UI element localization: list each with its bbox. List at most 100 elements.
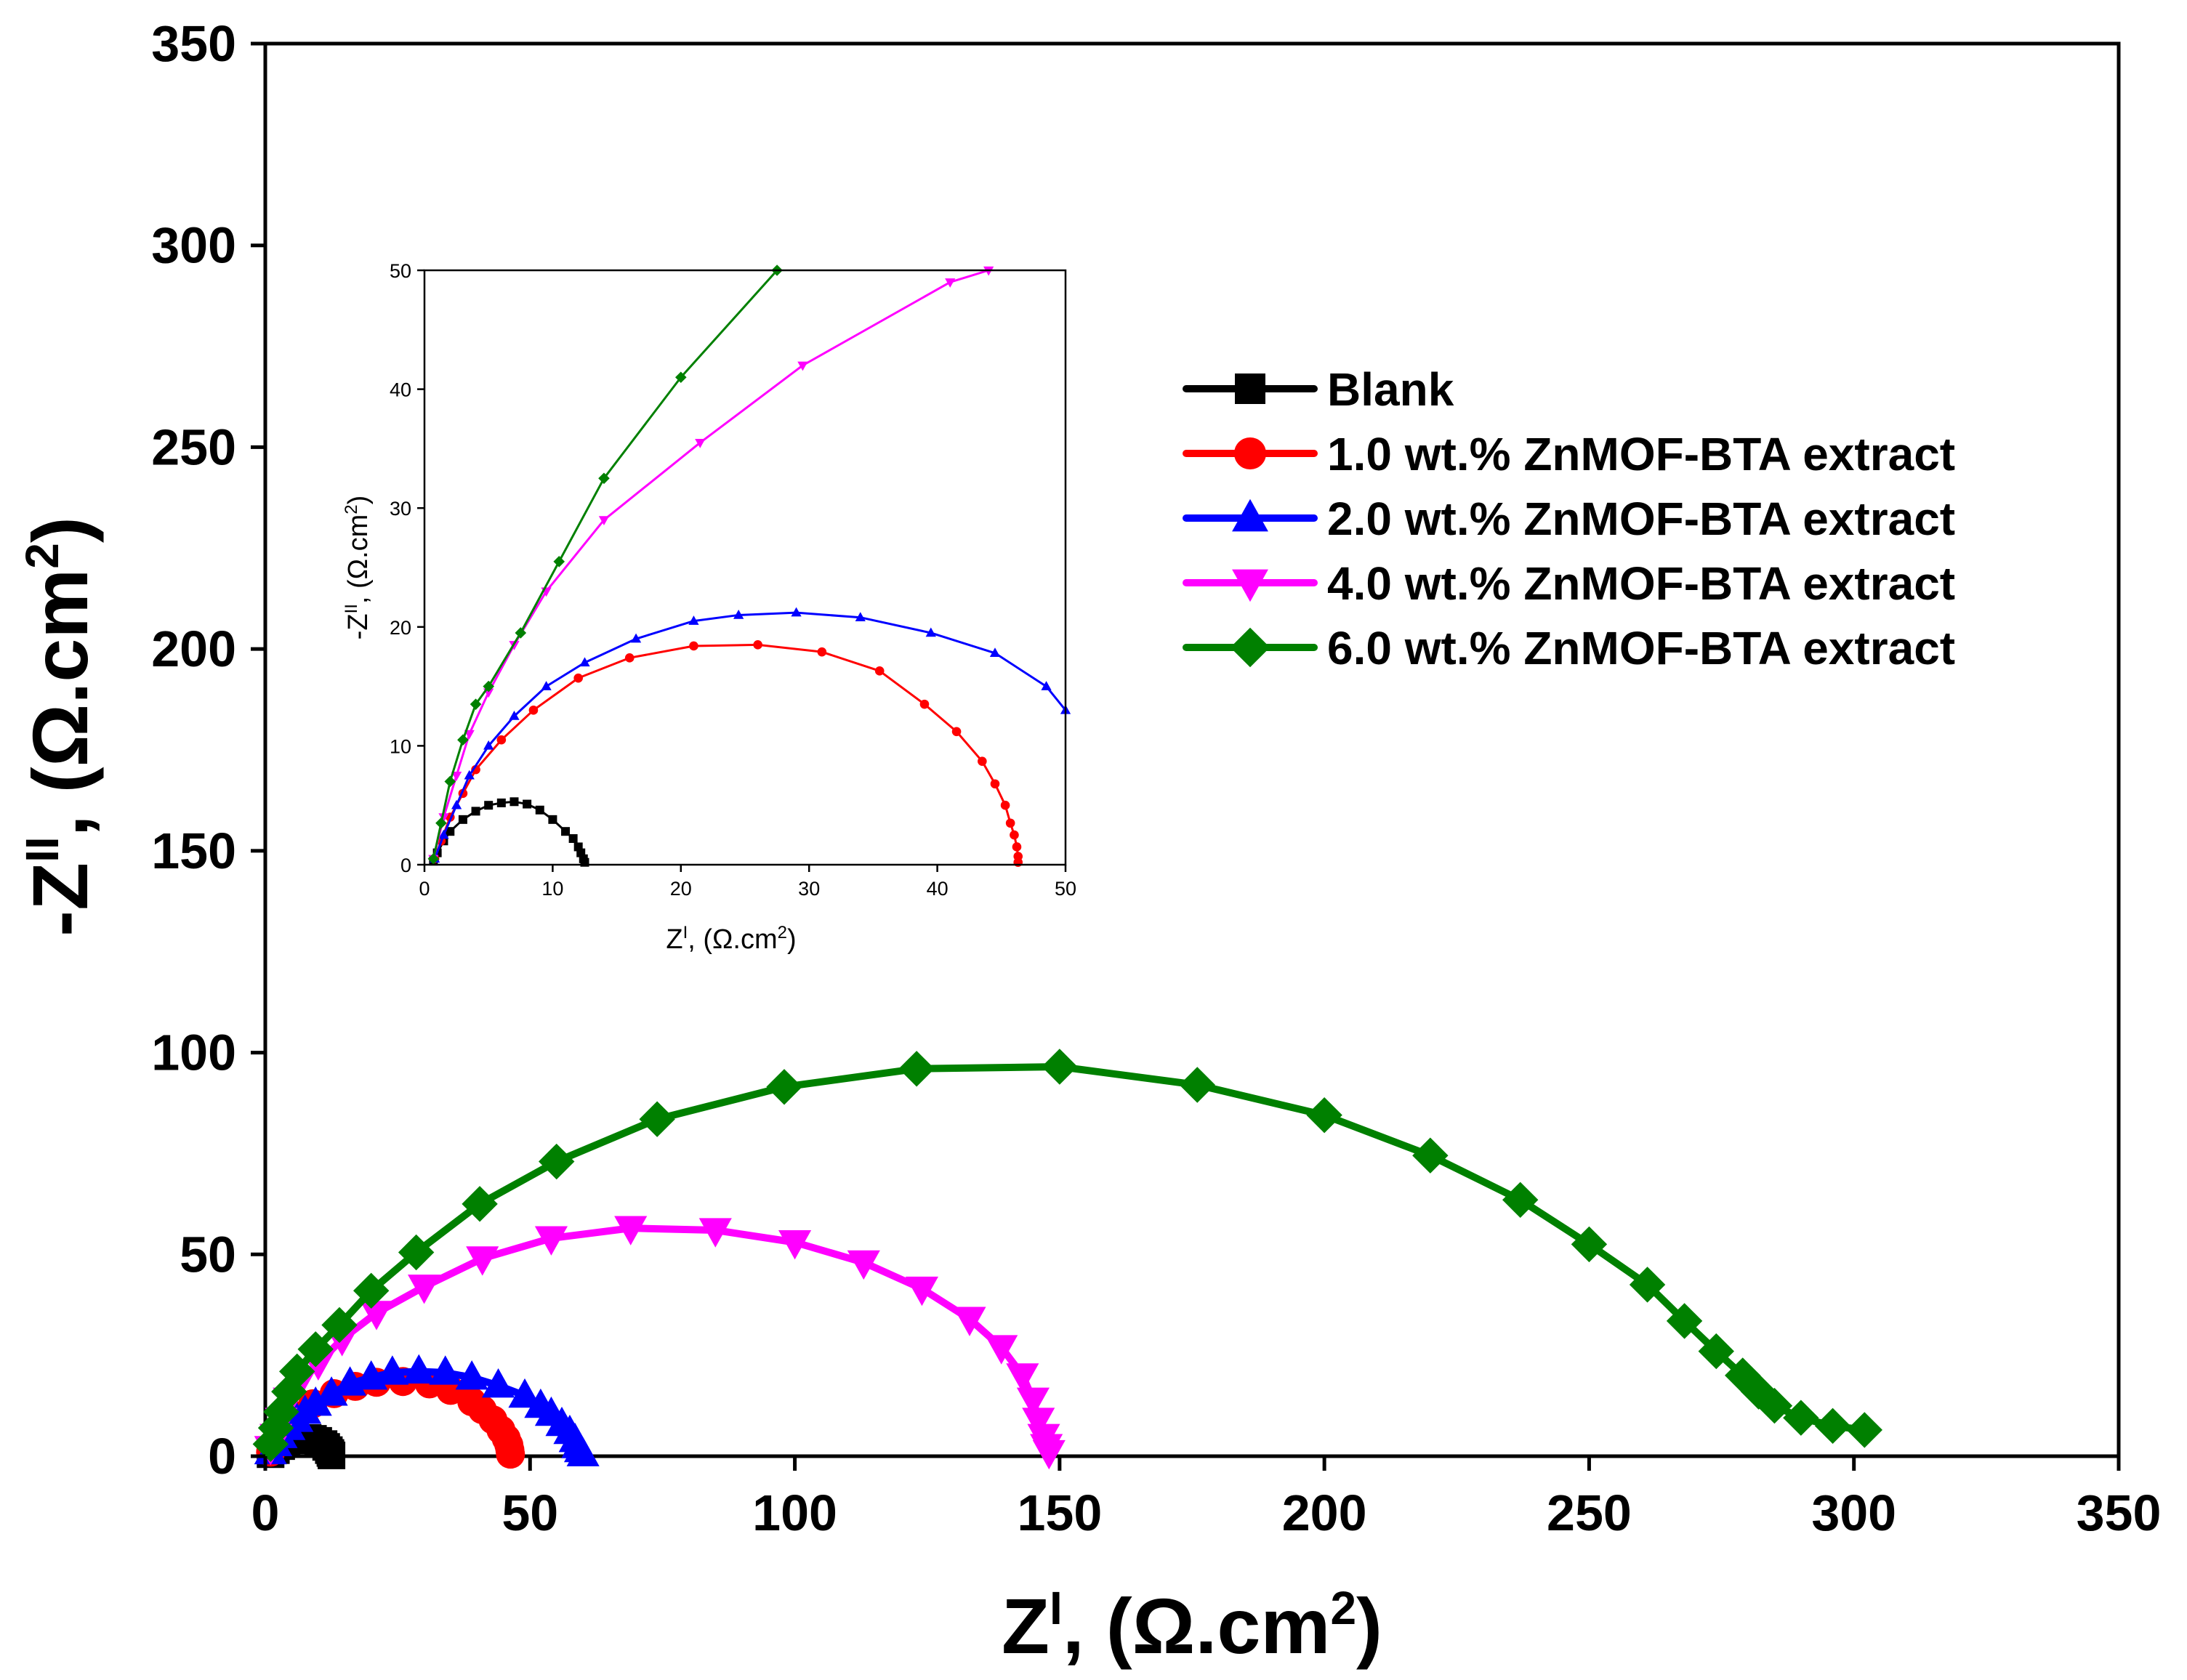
inset-x-tick-label: 50 — [1055, 878, 1076, 900]
inset-point-1-0-wt-znmof-bta-extract — [753, 640, 762, 650]
main-point-6-0-wt-znmof-bta-extract — [1179, 1067, 1215, 1103]
main-point-6-0-wt-znmof-bta-extract — [271, 1373, 307, 1410]
inset-point-blank — [510, 797, 519, 807]
main-point-6-0-wt-znmof-bta-extract — [297, 1331, 334, 1368]
inset-y-tick-label: 40 — [390, 379, 411, 401]
main-y-tick-label: 100 — [151, 1025, 236, 1081]
inset-point-4-0-wt-znmof-bta-extract — [695, 438, 706, 448]
main-point-2-0-wt-znmof-bta-extract — [455, 1360, 488, 1390]
inset-x-tick-label: 40 — [927, 878, 948, 900]
main-point-4-0-wt-znmof-bta-extract — [614, 1216, 648, 1245]
main-point-6-0-wt-znmof-bta-extract — [398, 1234, 435, 1271]
inset-point-blank — [496, 798, 506, 807]
legend-marker — [1235, 373, 1265, 404]
inset-point-6-0-wt-znmof-bta-extract — [553, 556, 565, 568]
legend-marker — [1232, 569, 1268, 602]
inset-axes: 0 10 20 30 40 50 0 10 20 30 40 50 — [390, 260, 1076, 900]
main-point-4-0-wt-znmof-bta-extract — [778, 1229, 812, 1260]
inset-point-2-0-wt-znmof-bta-extract — [509, 711, 520, 720]
main-x-tick-label: 200 — [1282, 1485, 1367, 1541]
inset-x-tick-label: 30 — [798, 878, 820, 900]
main-y-tick-label: 200 — [151, 621, 236, 677]
inset-point-blank — [523, 799, 532, 809]
inset-point-2-0-wt-znmof-bta-extract — [791, 607, 802, 617]
inset-point-6-0-wt-znmof-bta-extract — [435, 817, 447, 829]
inset-point-6-0-wt-znmof-bta-extract — [457, 734, 469, 746]
inset-y-tick-label: 20 — [390, 617, 411, 639]
legend-marker — [1230, 627, 1270, 668]
inset-point-6-0-wt-znmof-bta-extract — [675, 371, 687, 384]
inset-point-2-0-wt-znmof-bta-extract — [483, 740, 494, 750]
main-point-4-0-wt-znmof-bta-extract — [953, 1307, 986, 1336]
main-point-6-0-wt-znmof-bta-extract — [1306, 1097, 1342, 1134]
legend-label: 6.0 wt.% ZnMOF-BTA extract — [1327, 622, 1955, 674]
main-y-tick-label: 300 — [151, 217, 236, 274]
inset-point-1-0-wt-znmof-bta-extract — [978, 756, 987, 766]
main-point-6-0-wt-znmof-bta-extract — [639, 1101, 675, 1137]
main-point-2-0-wt-znmof-bta-extract — [429, 1355, 462, 1385]
inset-point-6-0-wt-znmof-bta-extract — [470, 698, 482, 710]
inset-point-4-0-wt-znmof-bta-extract — [438, 813, 449, 823]
main-y-tick-label: 150 — [151, 823, 236, 879]
main-point-6-0-wt-znmof-bta-extract — [539, 1143, 575, 1180]
main-point-blank — [318, 1441, 346, 1469]
main-point-6-0-wt-znmof-bta-extract — [1412, 1137, 1449, 1174]
main-point-1-0-wt-znmof-bta-extract — [496, 1439, 525, 1469]
legend-label: 1.0 wt.% ZnMOF-BTA extract — [1327, 428, 1955, 480]
main-point-6-0-wt-znmof-bta-extract — [1814, 1408, 1851, 1445]
main-point-2-0-wt-znmof-bta-extract — [376, 1355, 409, 1385]
legend-item-4-0-wt-znmof-bta-extract: 4.0 wt.% ZnMOF-BTA extract — [1183, 557, 1955, 610]
main-point-6-0-wt-znmof-bta-extract — [321, 1307, 358, 1344]
main-point-4-0-wt-znmof-bta-extract — [985, 1335, 1018, 1365]
inset-point-2-0-wt-znmof-bta-extract — [630, 633, 642, 643]
main-x-tick-label: 300 — [1811, 1485, 1896, 1541]
inset-point-2-0-wt-znmof-bta-extract — [688, 615, 699, 625]
inset-point-1-0-wt-znmof-bta-extract — [990, 779, 1000, 789]
main-x-tick-label: 50 — [502, 1485, 558, 1541]
main-x-axis-label: ZI, (Ω.cm2) — [1002, 1582, 1382, 1670]
inset-point-2-0-wt-znmof-bta-extract — [541, 681, 552, 690]
main-y-tick-label: 350 — [151, 15, 236, 72]
main-y-axis-label: -ZII, (Ω.cm2) — [16, 517, 104, 937]
main-point-4-0-wt-znmof-bta-extract — [360, 1301, 393, 1330]
inset-point-blank — [471, 807, 480, 816]
main-point-6-0-wt-znmof-bta-extract — [1502, 1182, 1539, 1219]
inset-point-1-0-wt-znmof-bta-extract — [817, 647, 827, 657]
main-point-4-0-wt-znmof-bta-extract — [1022, 1408, 1055, 1437]
inset-point-2-0-wt-znmof-bta-extract — [464, 770, 475, 780]
legend-marker — [1232, 498, 1268, 532]
inset-point-1-0-wt-znmof-bta-extract — [528, 706, 539, 715]
inset-point-6-0-wt-znmof-bta-extract — [483, 680, 494, 692]
inset-y-tick-label: 50 — [390, 260, 411, 282]
inset-point-4-0-wt-znmof-bta-extract — [945, 278, 956, 288]
main-point-2-0-wt-znmof-bta-extract — [402, 1354, 435, 1384]
inset-point-2-0-wt-znmof-bta-extract — [925, 627, 936, 637]
inset-series-6-0-wt-znmof-bta-extract — [427, 264, 783, 865]
inset-plot-frame — [423, 269, 1067, 866]
inset-point-1-0-wt-znmof-bta-extract — [689, 641, 698, 651]
main-point-6-0-wt-znmof-bta-extract — [1042, 1049, 1078, 1085]
main-point-4-0-wt-znmof-bta-extract — [466, 1246, 499, 1276]
inset-point-2-0-wt-znmof-bta-extract — [451, 799, 462, 809]
main-point-6-0-wt-znmof-bta-extract — [1756, 1387, 1793, 1424]
inset-point-blank — [484, 801, 494, 810]
legend-item-2-0-wt-znmof-bta-extract: 2.0 wt.% ZnMOF-BTA extract — [1183, 493, 1955, 545]
inset-point-6-0-wt-znmof-bta-extract — [427, 853, 440, 865]
inset-x-tick-label: 0 — [419, 878, 430, 900]
legend-item-1-0-wt-znmof-bta-extract: 1.0 wt.% ZnMOF-BTA extract — [1183, 428, 1955, 480]
inset-point-2-0-wt-znmof-bta-extract — [438, 829, 449, 839]
inset-point-blank — [568, 834, 578, 844]
main-point-4-0-wt-znmof-bta-extract — [534, 1226, 568, 1256]
main-point-2-0-wt-znmof-bta-extract — [482, 1368, 515, 1398]
legend-label: Blank — [1327, 363, 1454, 416]
inset-point-2-0-wt-znmof-bta-extract — [579, 657, 590, 667]
main-x-tick-label: 250 — [1547, 1485, 1632, 1541]
inset-point-4-0-wt-znmof-bta-extract — [598, 516, 610, 526]
legend: Blank 1.0 wt.% ZnMOF-BTA extract 2.0 wt.% … — [1183, 363, 1955, 674]
inset-y-tick-label: 30 — [390, 498, 411, 520]
legend-label: 4.0 wt.% ZnMOF-BTA extract — [1327, 557, 1955, 610]
inset-x-tick-label: 20 — [670, 878, 692, 900]
main-point-4-0-wt-znmof-bta-extract — [1006, 1363, 1039, 1393]
main-point-2-0-wt-znmof-bta-extract — [299, 1386, 332, 1416]
inset-point-4-0-wt-znmof-bta-extract — [451, 772, 462, 781]
